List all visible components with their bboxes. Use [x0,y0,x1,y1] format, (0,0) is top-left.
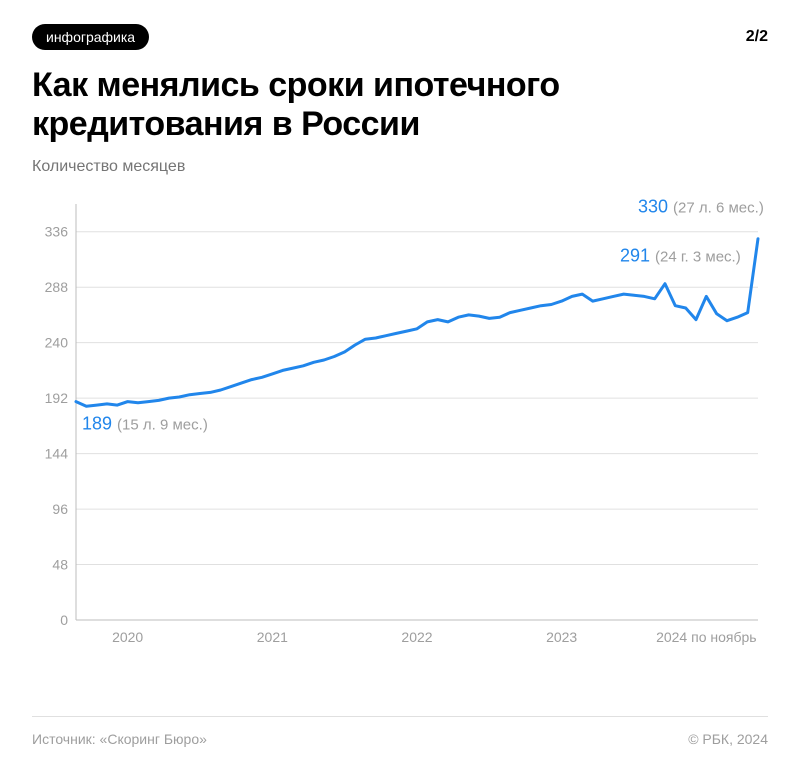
copyright-text: © РБК, 2024 [688,731,768,747]
svg-text:0: 0 [60,612,68,628]
svg-text:330 (27 л. 6 мес.): 330 (27 л. 6 мес.) [638,197,764,217]
svg-text:2023: 2023 [546,629,577,645]
svg-text:336: 336 [45,224,69,240]
svg-text:48: 48 [52,557,68,573]
svg-text:2024 по ноябрь: 2024 по ноябрь [656,629,757,645]
svg-text:240: 240 [45,335,69,351]
chart-title: Как менялись сроки ипотечного кредитован… [32,66,768,144]
svg-text:2020: 2020 [112,629,143,645]
header-row: инфографика 2/2 [32,24,768,50]
infographic-badge: инфографика [32,24,149,50]
svg-text:2022: 2022 [401,629,432,645]
svg-text:189 (15 л. 9 мес.): 189 (15 л. 9 мес.) [82,414,208,434]
svg-text:192: 192 [45,390,69,406]
svg-text:96: 96 [52,501,68,517]
chart-subtitle: Количество месяцев [32,158,768,176]
page-indicator: 2/2 [746,28,768,46]
svg-text:144: 144 [45,446,69,462]
line-chart: 0 48 96 144 192 240 288 336 2020 2021 2022 2023 2024… [32,186,768,656]
source-text: Источник: «Скоринг Бюро» [32,731,207,747]
svg-text:291 (24 г. 3 мес.): 291 (24 г. 3 мес.) [620,246,741,266]
svg-text:2021: 2021 [257,629,288,645]
chart-area: 0 48 96 144 192 240 288 336 2020 2021 2022 2023 2024… [32,186,768,708]
svg-text:288: 288 [45,279,69,295]
footer: Источник: «Скоринг Бюро» © РБК, 2024 [32,716,768,747]
